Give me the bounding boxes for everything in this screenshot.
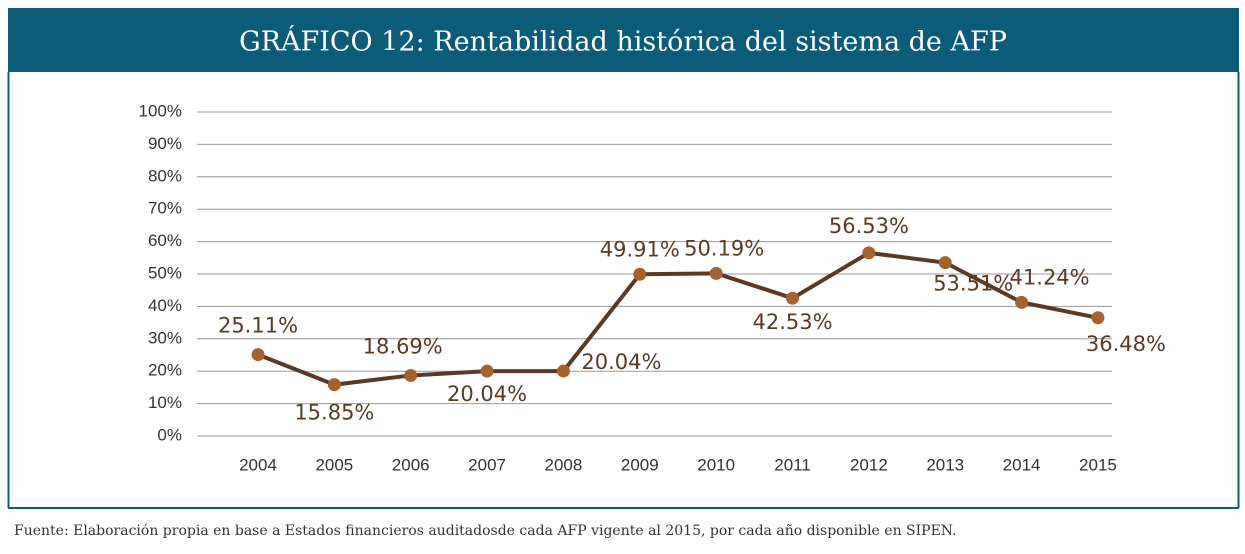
- y-tick-label: 10%: [148, 393, 182, 412]
- data-point: [480, 364, 494, 378]
- data-label: 41.24%: [1010, 265, 1090, 289]
- x-tick-label: 2014: [1003, 455, 1041, 474]
- x-tick-label: 2010: [697, 455, 735, 474]
- x-tick-label: 2013: [926, 455, 964, 474]
- data-label: 25.11%: [218, 314, 298, 338]
- series-line: [257, 250, 1099, 387]
- data-point: [1015, 295, 1029, 309]
- data-label: 42.53%: [752, 310, 832, 334]
- data-point: [786, 291, 800, 305]
- data-point: [938, 256, 952, 270]
- x-tick-label: 2004: [239, 455, 277, 474]
- data-label: 50.19%: [684, 236, 764, 260]
- x-tick-label: 2012: [850, 455, 888, 474]
- data-label: 20.04%: [447, 382, 527, 406]
- x-tick-label: 2011: [774, 455, 811, 474]
- data-label: 49.91%: [600, 237, 680, 261]
- chart-title: GRÁFICO 12: Rentabilidad histórica del s…: [239, 25, 1007, 58]
- data-point: [633, 267, 647, 281]
- x-tick-label: 2008: [545, 455, 583, 474]
- data-label: 18.69%: [363, 334, 443, 358]
- data-label: 36.48%: [1086, 332, 1166, 356]
- x-tick-label: 2005: [315, 455, 353, 474]
- data-label: 53.51%: [933, 272, 1013, 296]
- data-point: [251, 348, 265, 362]
- y-tick-label: 40%: [148, 296, 182, 315]
- x-tick-label: 2006: [392, 455, 430, 474]
- data-point: [709, 266, 723, 280]
- y-tick-label: 50%: [148, 263, 182, 282]
- header-bar: [8, 8, 1239, 72]
- data-label: 15.85%: [294, 401, 374, 425]
- data-label: 20.04%: [581, 350, 661, 374]
- y-tick-label: 70%: [148, 199, 182, 218]
- data-point: [1091, 311, 1105, 325]
- y-tick-label: 60%: [148, 231, 182, 250]
- x-tick-label: 2009: [621, 455, 659, 474]
- y-tick-label: 30%: [148, 328, 182, 347]
- y-tick-label: 80%: [148, 166, 182, 185]
- data-label: 56.53%: [829, 214, 909, 238]
- data-point: [556, 364, 570, 378]
- source-note: Fuente: Elaboración propia en base a Est…: [14, 523, 957, 539]
- data-point: [404, 368, 418, 382]
- x-tick-label: 2007: [468, 455, 506, 474]
- x-tick-label: 2015: [1079, 455, 1117, 474]
- y-tick-label: 100%: [139, 101, 182, 120]
- y-tick-label: 90%: [148, 134, 182, 153]
- y-tick-label: 0%: [157, 425, 182, 444]
- data-point: [327, 378, 341, 392]
- data-point: [862, 246, 876, 260]
- y-tick-label: 20%: [148, 361, 182, 380]
